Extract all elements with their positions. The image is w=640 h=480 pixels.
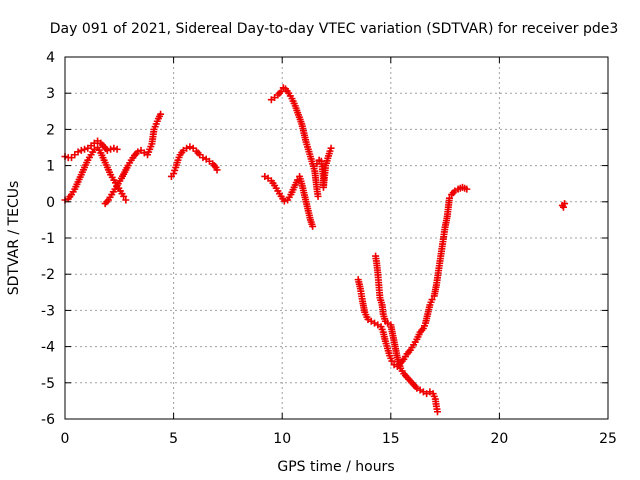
data-point [157, 110, 165, 118]
x-tick-label: 5 [169, 431, 178, 447]
grid [65, 57, 608, 419]
data-point [314, 192, 322, 200]
data-point [81, 145, 89, 153]
y-tick-label: 3 [46, 86, 55, 102]
data-point [113, 145, 121, 153]
data-point [445, 194, 453, 202]
y-tick-label: -1 [41, 231, 55, 247]
data-point [277, 87, 285, 95]
data-point [103, 146, 111, 154]
data-point [122, 196, 130, 204]
y-tick-label: -3 [41, 303, 55, 319]
data-point [559, 203, 567, 211]
data-point [561, 200, 569, 208]
data-point [280, 197, 288, 205]
data-points [61, 84, 569, 416]
data-point [213, 166, 221, 174]
data-point [186, 143, 194, 151]
x-axis-label: GPS time / hours [277, 459, 394, 475]
data-point [110, 144, 118, 152]
x-tick-label: 25 [599, 431, 617, 447]
data-point [433, 408, 441, 416]
x-tick-label: 0 [61, 431, 70, 447]
data-point [183, 144, 191, 152]
y-tick-label: 4 [46, 50, 55, 66]
data-point [463, 185, 471, 193]
y-tick-label: -6 [41, 412, 55, 428]
data-point [309, 222, 317, 230]
y-tick-label: -4 [41, 340, 55, 356]
y-tick-label: 2 [46, 122, 55, 138]
data-point [199, 154, 207, 162]
x-tick-label: 10 [273, 431, 291, 447]
data-point [388, 357, 396, 365]
x-tick-label: 20 [490, 431, 508, 447]
data-point [77, 146, 85, 154]
x-tick-label: 15 [382, 431, 400, 447]
y-tick-label: 0 [46, 195, 55, 211]
y-tick-label: -2 [41, 267, 55, 283]
data-point [107, 145, 115, 153]
chart-title: Day 091 of 2021, Sidereal Day-to-day VTE… [50, 21, 619, 37]
y-tick-label: -5 [41, 376, 55, 392]
data-point [74, 148, 82, 156]
data-point [120, 192, 128, 200]
y-axis-label: SDTVAR / TECUs [6, 181, 22, 296]
y-tick-label: 1 [46, 159, 55, 175]
data-point [428, 296, 436, 304]
data-point [327, 144, 335, 152]
data-point [134, 148, 142, 156]
